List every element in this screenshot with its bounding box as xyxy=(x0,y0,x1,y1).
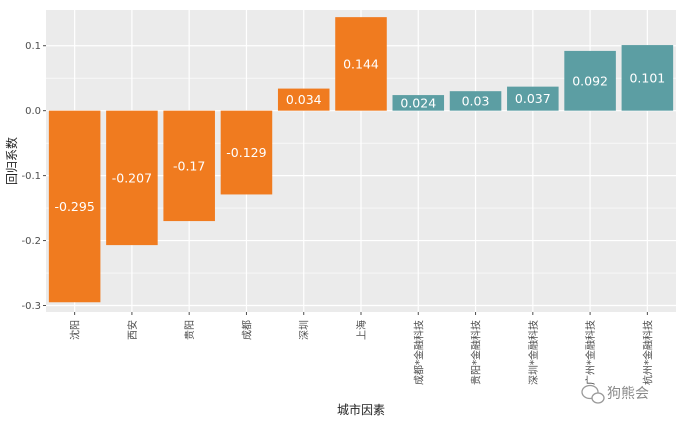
bar xyxy=(48,110,101,303)
bar-value-label: -0.207 xyxy=(112,170,152,185)
x-tick-label: 上海 xyxy=(355,320,368,340)
bar xyxy=(106,110,158,246)
bar xyxy=(392,95,445,111)
x-tick-label: 沈阳 xyxy=(69,320,82,340)
y-tick-label: 0.1 xyxy=(25,41,41,52)
bar-value-label: 0.092 xyxy=(572,73,608,88)
bar-value-label: -0.129 xyxy=(226,145,266,160)
x-tick-label: 西安 xyxy=(126,320,139,340)
y-axis-title: 回归系数 xyxy=(4,137,19,185)
bar-value-label: 0.034 xyxy=(286,92,322,107)
bar-value-label: 0.037 xyxy=(515,91,551,106)
bar-value-label: 0.144 xyxy=(343,56,379,71)
bar-value-label: 0.03 xyxy=(462,93,490,108)
bar-labels: -0.295 -0.207 -0.17 -0.129 0.034 0.144 0.024 0.… xyxy=(54,56,665,214)
y-tick-label: 0.0 xyxy=(25,106,41,117)
bar-value-label: 0.101 xyxy=(629,70,665,85)
y-axis-ticks: -0.3 -0.2 -0.1 0.0 0.1 xyxy=(21,41,46,312)
bar xyxy=(277,88,330,111)
bar xyxy=(163,110,215,222)
bars xyxy=(48,17,674,303)
x-axis-ticks: 沈阳 西安 贵阳 成都 深圳 上海 成都*金融科技 贵阳*金融科技 深圳*金融科技 广州*金融科技… xyxy=(69,312,654,385)
bar-value-label: -0.17 xyxy=(173,158,205,173)
y-tick-label: -0.1 xyxy=(21,171,41,182)
x-tick-label: 成都*金融科技 xyxy=(412,320,425,385)
x-tick-label: 贵阳*金融科技 xyxy=(470,320,483,385)
bar xyxy=(564,50,616,111)
bar xyxy=(507,86,559,111)
x-axis-title: 城市因素 xyxy=(337,402,385,417)
x-tick-label: 杭州*金融科技 xyxy=(641,320,654,385)
bar-value-label: 0.024 xyxy=(400,95,436,110)
x-tick-label: 深圳 xyxy=(299,320,311,340)
bar xyxy=(220,110,273,195)
x-tick-label: 成都 xyxy=(241,320,253,340)
bar xyxy=(449,91,502,111)
watermark: 狗熊会 xyxy=(581,384,649,404)
x-tick-label: 贵阳 xyxy=(183,320,196,340)
x-tick-label: 深圳*金融科技 xyxy=(527,320,540,385)
bar-value-label: -0.295 xyxy=(54,199,94,214)
watermark-text: 狗熊会 xyxy=(607,386,649,402)
x-tick-label: 广州*金融科技 xyxy=(584,320,597,385)
bar xyxy=(621,45,674,111)
y-tick-label: -0.2 xyxy=(21,236,41,247)
wechat-icon xyxy=(581,384,605,404)
y-tick-label: -0.3 xyxy=(21,301,41,312)
bar xyxy=(335,17,387,111)
